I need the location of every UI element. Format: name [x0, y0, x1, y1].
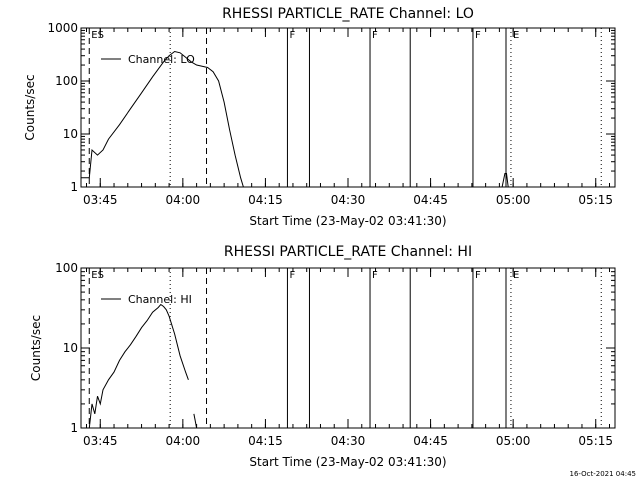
event-flag-label: ES	[91, 270, 104, 281]
y-tick-label: 100	[55, 261, 78, 275]
x-axis-label: Start Time (23-May-02 03:41:30)	[249, 214, 446, 228]
x-tick-label: 05:15	[578, 434, 613, 448]
x-axis-label: Start Time (23-May-02 03:41:30)	[249, 455, 446, 469]
series-line-0	[88, 303, 189, 429]
x-tick-label: 05:00	[496, 193, 531, 207]
event-flag-label: E	[513, 270, 519, 281]
event-flag-label: F	[289, 270, 295, 281]
y-axis-label: Counts/sec	[23, 74, 37, 140]
event-flag-label: F	[475, 270, 481, 281]
x-tick-label: 04:15	[248, 434, 283, 448]
series-line-0	[81, 50, 244, 188]
x-tick-label: 05:15	[578, 193, 613, 207]
y-tick-label: 100	[55, 74, 78, 88]
chart-title: RHESSI PARTICLE_RATE Channel: HI	[224, 244, 472, 260]
y-tick-label: 1	[70, 421, 78, 435]
series-line-1	[501, 173, 509, 188]
event-flag-label: ES	[91, 30, 104, 41]
y-tick-label: 1	[70, 180, 78, 194]
legend-label: Channel: HI	[128, 293, 192, 306]
x-tick-label: 04:45	[413, 434, 448, 448]
footer-timestamp: 16-Oct-2021 04:45	[570, 470, 636, 478]
event-flag-label: F	[372, 30, 378, 41]
x-tick-label: 04:30	[331, 193, 366, 207]
series-line-1	[193, 413, 198, 429]
plot-lo-channel: RHESSI PARTICLE_RATE Channel: LO 1 10 100 10…	[23, 6, 616, 228]
event-flag-label: F	[372, 270, 378, 281]
x-tick-label: 05:00	[496, 434, 531, 448]
y-axis-label: Counts/sec	[29, 315, 43, 381]
x-tick-label: 03:45	[83, 434, 118, 448]
x-tick-label: 04:15	[248, 193, 283, 207]
event-flag-label: F	[289, 30, 295, 41]
y-tick-label: 10	[63, 127, 78, 141]
legend-label: Channel: LO	[128, 53, 195, 66]
chart-title: RHESSI PARTICLE_RATE Channel: LO	[222, 6, 474, 22]
plot-hi-channel: RHESSI PARTICLE_RATE Channel: HI 1 10 100 03…	[29, 244, 616, 469]
x-tick-label: 04:30	[331, 434, 366, 448]
x-tick-label: 03:45	[83, 193, 118, 207]
x-tick-label: 04:45	[413, 193, 448, 207]
event-flag-label: E	[513, 30, 519, 41]
x-tick-label: 04:00	[166, 434, 201, 448]
y-tick-label: 10	[63, 341, 78, 355]
y-tick-label: 1000	[47, 21, 78, 35]
event-flag-label: F	[475, 30, 481, 41]
x-tick-label: 04:00	[166, 193, 201, 207]
